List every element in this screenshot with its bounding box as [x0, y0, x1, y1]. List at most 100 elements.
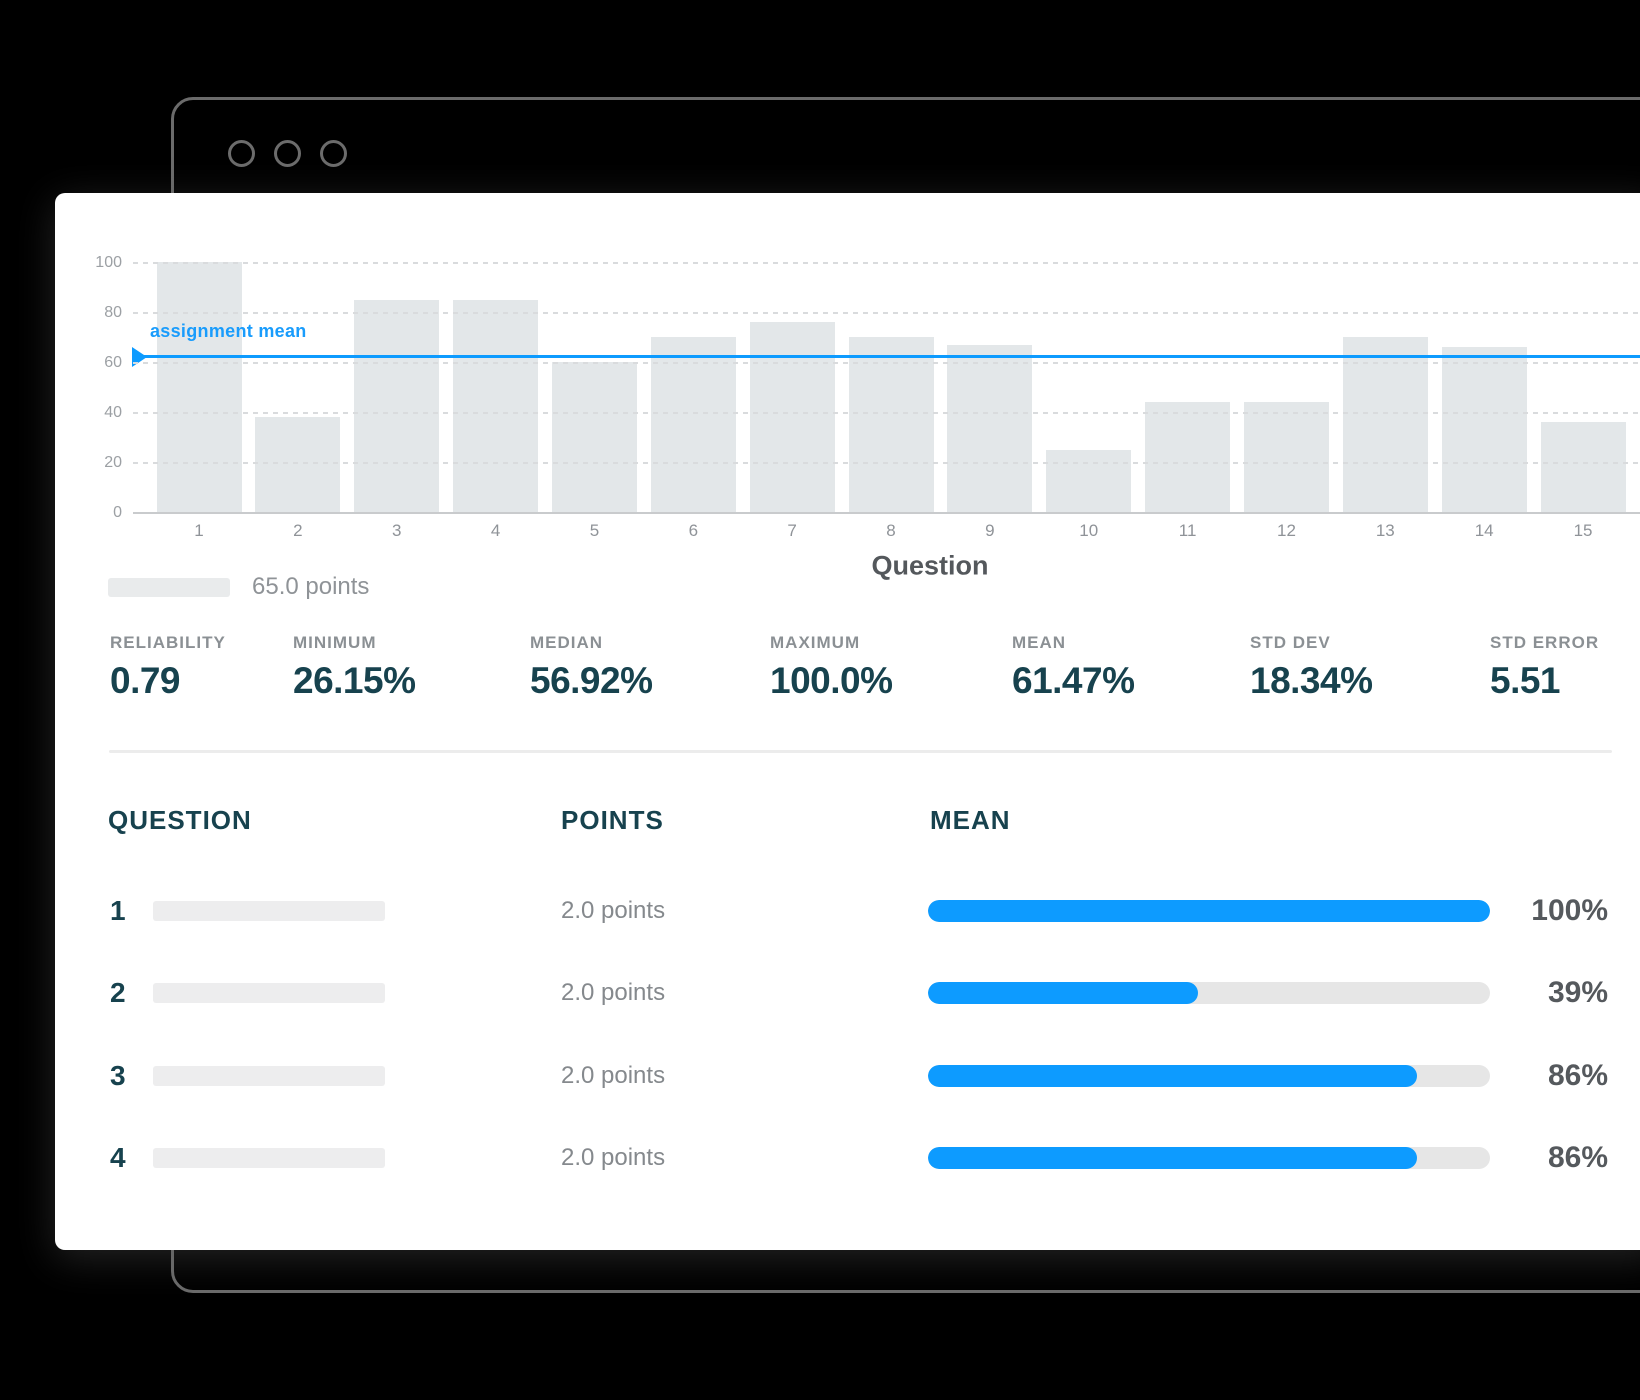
- stat-label: STD DEV: [1250, 633, 1331, 652]
- x-axis-tick-label: 10: [1079, 521, 1099, 540]
- mean-progress-fill: [928, 982, 1198, 1004]
- question-number[interactable]: 1: [110, 895, 126, 926]
- x-axis-tick-label: 7: [787, 521, 797, 540]
- stat-label: RELIABILITY: [110, 633, 226, 652]
- question-title-placeholder: [153, 1066, 385, 1086]
- legend-swatch: [108, 577, 230, 597]
- stat-reliability: RELIABILITY 0.79: [110, 633, 226, 702]
- question-score-bar[interactable]: [1243, 402, 1329, 512]
- x-axis-tick-label: 6: [688, 521, 699, 540]
- question-title-placeholder: [153, 901, 385, 921]
- section-divider: [109, 750, 1612, 753]
- column-header-question: QUESTION: [108, 805, 252, 835]
- stat-label: STD ERROR: [1490, 633, 1600, 652]
- stat-value: 18.34%: [1250, 660, 1373, 701]
- question-score-bar[interactable]: [354, 299, 440, 512]
- x-axis-tick-label: 12: [1276, 521, 1296, 540]
- y-gridline: [133, 462, 1640, 464]
- y-axis-tick-label: 60: [104, 354, 122, 371]
- mean-progress-track: [928, 900, 1490, 922]
- column-header-mean: MEAN: [930, 805, 1011, 835]
- y-gridline: [133, 262, 1640, 264]
- window-dot-icon[interactable]: [228, 140, 255, 167]
- stat-value: 56.92%: [530, 660, 653, 701]
- question-score-bar[interactable]: [650, 337, 736, 512]
- y-axis-tick-label: 100: [95, 254, 122, 271]
- assignment-mean-line: [133, 355, 1640, 358]
- question-points: 2.0 points: [561, 1062, 666, 1089]
- stat-minimum: MINIMUM 26.15%: [293, 633, 416, 702]
- y-axis-tick-label: 80: [104, 304, 122, 321]
- question-score-bar[interactable]: [848, 337, 934, 512]
- stat-label: MEDIAN: [530, 633, 604, 652]
- mean-progress-fill: [928, 900, 1490, 922]
- question-score-bar[interactable]: [1046, 449, 1132, 512]
- stat-label: MEAN: [1012, 633, 1067, 652]
- chart-legend: 65.0 points: [108, 573, 370, 600]
- y-axis-tick-label: 40: [104, 404, 122, 421]
- stat-maximum: MAXIMUM 100.0%: [770, 633, 893, 702]
- x-axis-tick-label: 9: [985, 521, 995, 540]
- x-axis-title: Question: [871, 550, 989, 581]
- question-number[interactable]: 3: [110, 1060, 126, 1091]
- stat-std-dev: STD DEV 18.34%: [1250, 633, 1373, 702]
- mean-progress-track: [928, 1147, 1490, 1169]
- window-controls: [228, 140, 347, 167]
- mean-progress-fill: [928, 1065, 1417, 1087]
- window-dot-icon[interactable]: [274, 140, 301, 167]
- x-axis-tick-label: 2: [293, 521, 303, 540]
- mean-progress-fill: [928, 1147, 1417, 1169]
- stat-value: 61.47%: [1012, 660, 1135, 701]
- column-header-points: POINTS: [561, 805, 664, 835]
- x-axis-tick-label: 1: [194, 521, 204, 540]
- question-score-bar[interactable]: [255, 417, 341, 512]
- question-score-bar[interactable]: [749, 322, 835, 512]
- mean-progress-track: [928, 982, 1490, 1004]
- legend-label: 65.0 points: [252, 573, 370, 600]
- stat-value: 5.51: [1490, 660, 1561, 701]
- x-axis-baseline: [133, 512, 1640, 514]
- mean-percentage: 86%: [1547, 1141, 1608, 1174]
- question-number[interactable]: 2: [110, 977, 126, 1008]
- question-score-bar[interactable]: [947, 344, 1033, 512]
- stat-std-error: STD ERROR 5.51: [1490, 633, 1599, 702]
- mean-percentage: 86%: [1547, 1059, 1608, 1092]
- mean-percentage: 100%: [1531, 894, 1608, 927]
- question-title-placeholder: [153, 983, 385, 1003]
- stat-value: 0.79: [110, 660, 181, 701]
- summary-stats-row: RELIABILITY 0.79 MINIMUM 26.15% MEDIAN 56.92%…: [55, 633, 1640, 723]
- stat-label: MINIMUM: [293, 633, 377, 652]
- question-score-bar[interactable]: [1342, 337, 1428, 512]
- question-number[interactable]: 4: [110, 1142, 126, 1173]
- stat-value: 100.0%: [770, 660, 893, 701]
- y-gridline: [133, 362, 1640, 364]
- question-points: 2.0 points: [561, 897, 666, 924]
- mean-percentage: 39%: [1547, 976, 1608, 1009]
- question-score-bar[interactable]: [551, 362, 637, 512]
- stat-mean: MEAN 61.47%: [1012, 633, 1135, 702]
- question-score-bar[interactable]: [1145, 402, 1231, 512]
- y-axis-tick-label: 0: [113, 504, 122, 521]
- x-axis-tick-label: 11: [1178, 521, 1197, 540]
- y-gridline: [133, 412, 1640, 414]
- mean-progress-track: [928, 1065, 1490, 1087]
- stat-label: MAXIMUM: [770, 633, 861, 652]
- assignment-mean-label: assignment mean: [150, 321, 307, 341]
- x-axis-tick-label: 14: [1474, 521, 1494, 540]
- y-gridline: [133, 312, 1640, 314]
- x-axis-tick-label: 4: [490, 521, 501, 540]
- question-score-bar[interactable]: [1540, 422, 1626, 512]
- stat-value: 26.15%: [293, 660, 416, 701]
- question-score-bar[interactable]: [453, 299, 539, 512]
- y-axis-tick-label: 20: [104, 454, 122, 471]
- score-chart: assignment mean Question 65.0 points 0 20…: [55, 193, 1640, 613]
- mean-marker-triangle-icon: [132, 347, 147, 367]
- window-dot-icon[interactable]: [320, 140, 347, 167]
- assignment-statistics-card: assignment mean Question 65.0 points 0 20…: [55, 193, 1640, 1250]
- question-title-placeholder: [153, 1148, 385, 1168]
- x-axis-tick-label: 13: [1375, 521, 1395, 540]
- question-score-bar[interactable]: [156, 262, 242, 512]
- question-score-bar[interactable]: [1441, 347, 1527, 512]
- x-axis-tick-label: 5: [589, 521, 600, 540]
- question-points: 2.0 points: [561, 1144, 666, 1171]
